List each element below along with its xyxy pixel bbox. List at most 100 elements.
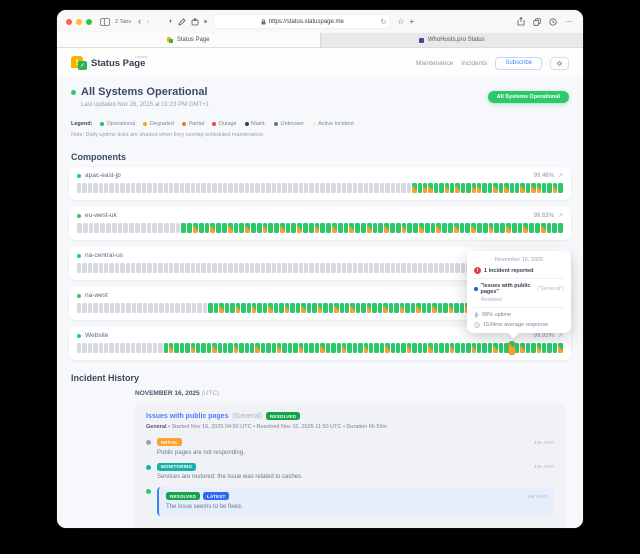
uptime-tick[interactable] [222, 343, 228, 353]
uptime-tick[interactable] [536, 183, 541, 193]
uptime-tick[interactable] [534, 223, 540, 233]
uptime-tick[interactable] [293, 343, 298, 353]
uptime-tick[interactable] [266, 343, 271, 353]
uptime-tick[interactable] [147, 263, 152, 273]
uptime-tick[interactable] [385, 263, 390, 273]
page-settings-icon[interactable] [204, 20, 208, 23]
uptime-tick[interactable] [287, 263, 293, 273]
uptime-tick[interactable] [185, 263, 190, 273]
uptime-tick[interactable] [186, 303, 191, 313]
uptime-tick[interactable] [395, 183, 401, 193]
uptime-tick[interactable] [471, 183, 477, 193]
uptime-tick[interactable] [152, 263, 158, 273]
copy-tabs-icon[interactable] [533, 17, 541, 26]
uptime-tick[interactable] [87, 303, 93, 313]
uptime-tick[interactable] [125, 263, 131, 273]
uptime-tick[interactable] [134, 223, 140, 233]
uptime-tick[interactable] [98, 303, 104, 313]
uptime-tick[interactable] [109, 303, 115, 313]
uptime-tick[interactable] [210, 223, 216, 233]
uptime-tick[interactable] [241, 303, 246, 313]
uptime-tick[interactable] [195, 343, 201, 353]
uptime-tick[interactable] [257, 303, 262, 313]
uptime-tick[interactable] [355, 223, 361, 233]
uptime-tick[interactable] [152, 183, 158, 193]
uptime-tick[interactable] [279, 303, 284, 313]
uptime-tick[interactable] [314, 343, 320, 353]
uptime-tick[interactable] [282, 183, 287, 193]
uptime-tick[interactable] [77, 183, 82, 193]
uptime-tick[interactable] [465, 223, 471, 233]
uptime-tick[interactable] [266, 183, 271, 193]
uptime-tick[interactable] [228, 263, 233, 273]
uptime-tick[interactable] [423, 343, 428, 353]
uptime-tick[interactable] [120, 303, 126, 313]
uptime-tick[interactable] [407, 223, 413, 233]
uptime-tick[interactable] [455, 183, 460, 193]
uptime-tick[interactable] [287, 343, 293, 353]
uptime-tick[interactable] [117, 223, 123, 233]
uptime-tick[interactable] [159, 303, 164, 313]
uptime-tick[interactable] [104, 343, 109, 353]
uptime-tick[interactable] [282, 343, 287, 353]
uptime-tick[interactable] [105, 223, 111, 233]
uptime-tick[interactable] [390, 343, 395, 353]
uptime-tick[interactable] [77, 223, 82, 233]
uptime-tick[interactable] [217, 263, 222, 273]
uptime-tick[interactable] [520, 183, 525, 193]
uptime-tick[interactable] [109, 263, 114, 273]
uptime-tick[interactable] [260, 263, 266, 273]
uptime-tick[interactable] [341, 183, 347, 193]
uptime-tick[interactable] [260, 183, 266, 193]
uptime-tick[interactable] [250, 183, 255, 193]
uptime-tick[interactable] [487, 343, 493, 353]
uptime-tick[interactable] [239, 343, 244, 353]
uptime-tick[interactable] [255, 343, 260, 353]
uptime-tick[interactable] [523, 223, 529, 233]
uptime-tick[interactable] [466, 183, 471, 193]
back-button[interactable]: ‹ [138, 16, 142, 26]
uptime-tick[interactable] [228, 343, 233, 353]
uptime-tick[interactable] [111, 223, 117, 233]
uptime-tick[interactable] [140, 223, 146, 233]
uptime-tick[interactable] [358, 263, 363, 273]
uptime-tick[interactable] [233, 223, 239, 233]
uptime-tick[interactable] [455, 263, 460, 273]
uptime-tick[interactable] [444, 183, 450, 193]
uptime-tick[interactable] [309, 183, 314, 193]
uptime-tick[interactable] [505, 223, 511, 233]
uptime-tick[interactable] [82, 223, 88, 233]
new-tab-button[interactable]: + [409, 16, 415, 26]
uptime-tick[interactable] [125, 183, 131, 193]
uptime-tick[interactable] [168, 343, 174, 353]
uptime-tick[interactable] [390, 263, 395, 273]
uptime-tick[interactable] [379, 343, 385, 353]
uptime-tick[interactable] [114, 183, 120, 193]
uptime-tick[interactable] [98, 183, 104, 193]
uptime-tick[interactable] [293, 183, 298, 193]
uptime-tick[interactable] [158, 183, 163, 193]
uptime-tick[interactable] [217, 183, 222, 193]
uptime-tick[interactable] [412, 183, 417, 193]
uptime-tick[interactable] [279, 223, 285, 233]
uptime-tick-hovered[interactable] [508, 341, 516, 355]
uptime-tick[interactable] [123, 223, 129, 233]
tabs-count-label[interactable]: 2 Tabs [115, 18, 132, 25]
uptime-tick[interactable] [260, 343, 266, 353]
uptime-tick[interactable] [222, 263, 228, 273]
uptime-tick[interactable] [517, 223, 523, 233]
uptime-tick[interactable] [169, 223, 175, 233]
uptime-tick[interactable] [291, 223, 297, 233]
pen-icon[interactable] [178, 17, 186, 26]
uptime-tick[interactable] [476, 223, 482, 233]
uptime-tick[interactable] [320, 343, 325, 353]
uptime-tick[interactable] [336, 343, 341, 353]
uptime-tick[interactable] [320, 183, 325, 193]
uptime-tick[interactable] [349, 223, 355, 233]
nav-maintenance-link[interactable]: Maintenance [416, 59, 454, 67]
uptime-tick[interactable] [244, 263, 249, 273]
subscribe-button[interactable]: Subscribe [495, 56, 542, 70]
uptime-tick[interactable] [244, 343, 249, 353]
reload-icon[interactable]: ↻ [380, 18, 387, 26]
uptime-tick[interactable] [336, 263, 341, 273]
